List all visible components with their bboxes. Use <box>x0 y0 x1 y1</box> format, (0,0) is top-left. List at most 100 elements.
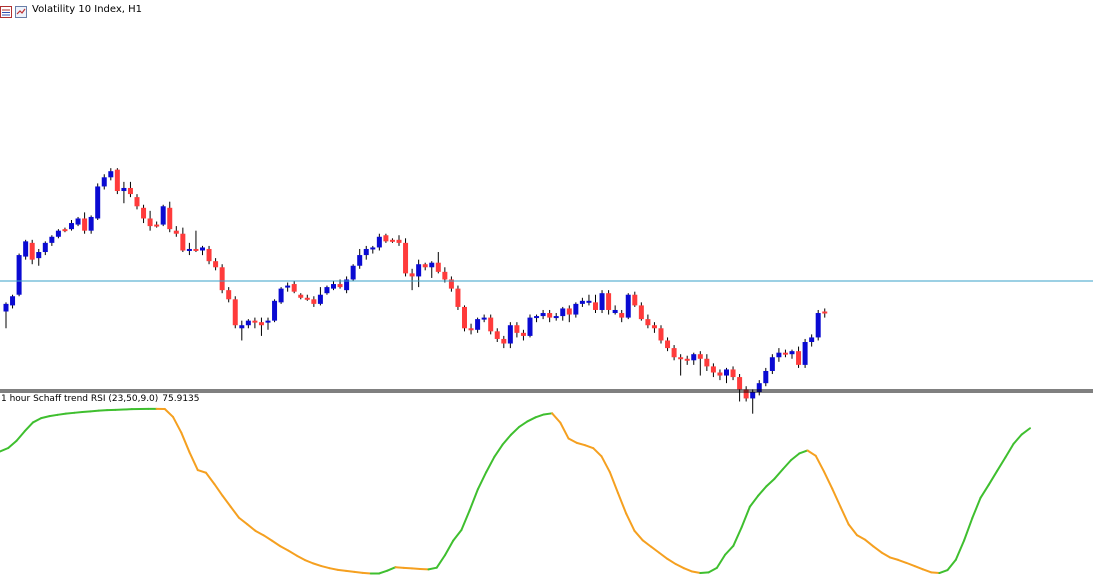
candle <box>717 369 723 381</box>
stc-segment <box>353 570 364 574</box>
symbol-label: Volatility 10 Index, H1 <box>32 3 143 15</box>
candle <box>422 262 428 271</box>
stc-segment <box>1020 427 1031 436</box>
stc-segment <box>847 523 858 537</box>
candle-body <box>363 248 369 256</box>
candle <box>638 302 644 321</box>
candle-body <box>527 317 533 336</box>
stc-segment <box>971 496 982 520</box>
candle <box>219 264 225 294</box>
trading-icon[interactable] <box>15 3 27 18</box>
stc-segment <box>715 553 727 569</box>
candle-body <box>520 332 526 336</box>
stc-segment <box>468 488 479 512</box>
candle-body <box>42 242 48 253</box>
candle-body <box>632 294 638 306</box>
stc-segment <box>196 469 207 474</box>
candle <box>62 227 68 233</box>
candle <box>154 221 160 228</box>
candle-body <box>429 262 435 268</box>
stc-segment <box>378 569 389 575</box>
candle-body <box>226 290 232 300</box>
candle-body <box>769 357 775 371</box>
candle <box>665 337 671 352</box>
candle-body <box>684 358 690 361</box>
candle <box>573 302 579 318</box>
candle <box>809 334 815 347</box>
candle-body <box>278 288 284 303</box>
candle <box>678 354 684 376</box>
candle-body <box>448 279 454 289</box>
candle <box>193 230 199 253</box>
candle <box>599 290 605 314</box>
stc-segment <box>1012 433 1023 445</box>
candle <box>737 374 743 402</box>
candle-body <box>782 352 788 355</box>
stc-segment <box>872 545 883 554</box>
stc-segment <box>493 443 504 458</box>
candle <box>370 245 376 254</box>
stc-segment <box>476 471 488 491</box>
candle-body <box>49 236 55 243</box>
candle <box>147 210 153 231</box>
candle-body <box>383 235 389 242</box>
stc-segment <box>303 559 315 565</box>
candle <box>173 226 179 237</box>
candle <box>468 323 474 335</box>
stc-segment <box>188 451 199 472</box>
stc-segment <box>913 565 924 571</box>
candle-body <box>822 311 828 314</box>
candle-body <box>468 328 474 331</box>
candle <box>704 354 710 371</box>
stc-segment <box>361 571 372 575</box>
candle <box>756 380 762 396</box>
window-menu-icon[interactable] <box>0 3 12 18</box>
candle-body <box>730 369 736 378</box>
candle-body <box>409 273 415 277</box>
candle <box>691 352 697 365</box>
candle <box>645 314 651 329</box>
stc-segment <box>394 566 405 569</box>
candle-body <box>573 303 579 315</box>
candle <box>29 239 35 265</box>
stc-segment <box>897 558 908 564</box>
stc-segment <box>221 494 232 508</box>
stc-segment <box>765 477 776 488</box>
stc-segment <box>641 539 652 548</box>
candle-body <box>219 267 225 291</box>
candle-body <box>625 294 631 318</box>
candle-body <box>494 331 500 339</box>
stc-segment <box>592 447 603 458</box>
stc-segment <box>864 538 875 548</box>
candle <box>272 299 278 323</box>
candle <box>42 241 48 256</box>
candle <box>462 305 467 332</box>
candle <box>743 386 749 402</box>
candle-body <box>141 207 147 219</box>
candle <box>331 281 336 291</box>
candle-body <box>167 207 173 230</box>
candle-body <box>704 358 710 367</box>
indicator-value: 75.9135 <box>162 394 200 404</box>
stc-segment <box>658 551 669 560</box>
candle <box>586 294 592 306</box>
stc-segment <box>682 567 694 573</box>
candle-body <box>553 316 559 319</box>
candle-body <box>717 372 723 376</box>
stc-segment <box>443 539 455 557</box>
stc-segment <box>790 452 801 462</box>
candle-body <box>501 338 507 344</box>
candle-body <box>599 293 605 310</box>
candle-body <box>396 239 402 243</box>
stc-segment <box>509 425 521 436</box>
candle-body <box>481 317 487 320</box>
candle <box>357 248 363 269</box>
candle <box>324 285 330 295</box>
stc-segment <box>691 570 702 575</box>
candle <box>350 264 356 281</box>
candle <box>232 296 238 329</box>
stc-segment <box>888 556 900 561</box>
candle <box>593 294 598 314</box>
